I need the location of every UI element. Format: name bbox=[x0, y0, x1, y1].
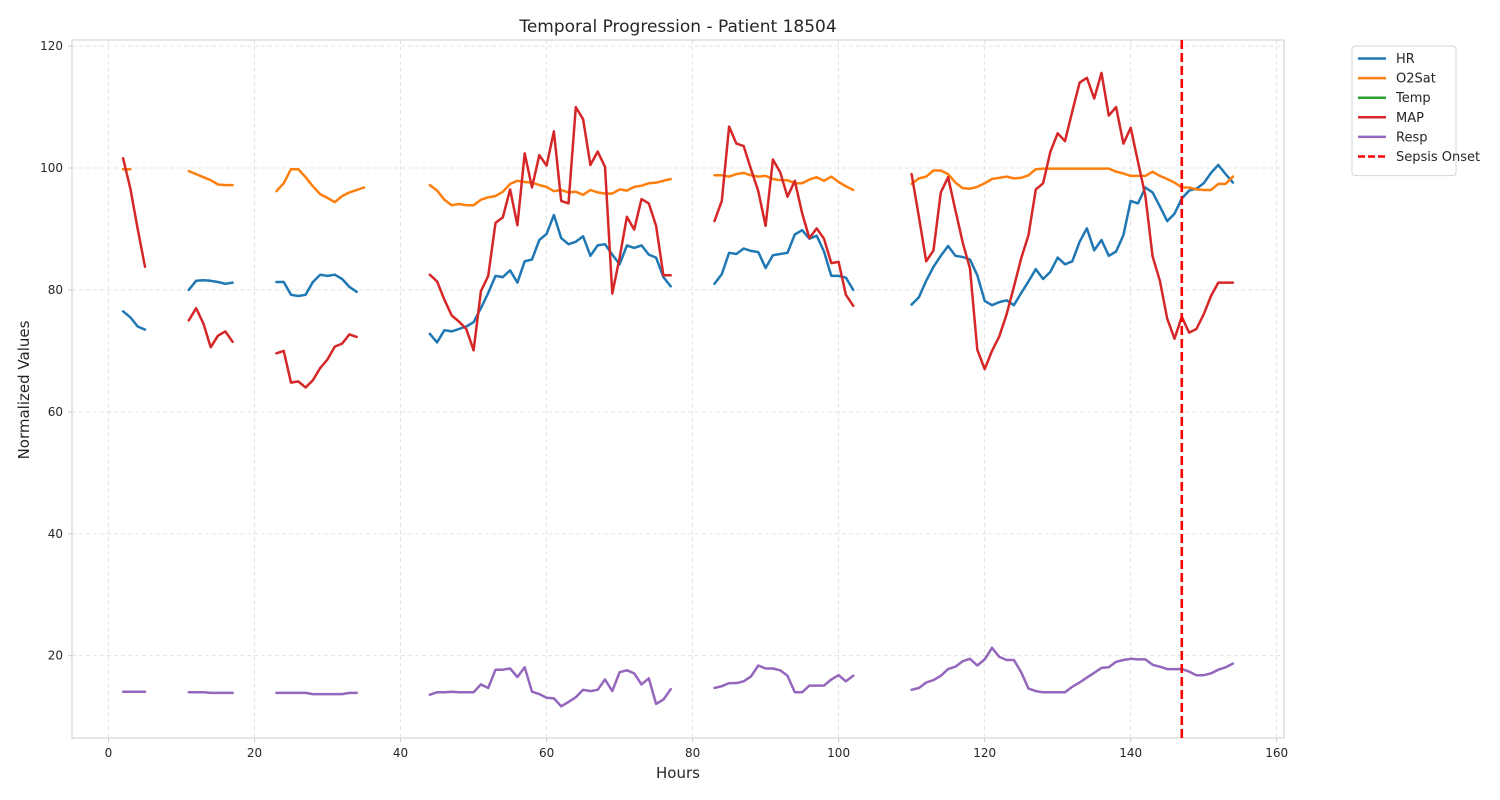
x-axis-title: Hours bbox=[656, 764, 700, 782]
series-line-map bbox=[428, 105, 672, 352]
series-line-resp bbox=[428, 666, 672, 708]
series-line-resp bbox=[713, 664, 855, 694]
x-tick-label: 0 bbox=[105, 746, 113, 760]
y-tick-label: 40 bbox=[48, 527, 63, 541]
legend-label-resp: Resp bbox=[1396, 130, 1427, 145]
series-line-map bbox=[187, 306, 234, 349]
series-line-hr bbox=[428, 213, 672, 344]
series-line-resp bbox=[910, 646, 1235, 694]
x-tick-label: 100 bbox=[827, 746, 850, 760]
x-tick-label: 120 bbox=[973, 746, 996, 760]
series-line-resp bbox=[275, 691, 358, 696]
y-tick-label: 20 bbox=[48, 649, 63, 663]
series-line-o2sat bbox=[275, 167, 366, 204]
legend: HR O2Sat Temp MAP Resp Sepsis Onset bbox=[1351, 45, 1480, 177]
x-tick-label: 20 bbox=[247, 746, 262, 760]
legend-label-o2sat: O2Sat bbox=[1396, 72, 1436, 87]
y-tick-label: 80 bbox=[48, 283, 63, 297]
series-line-o2sat bbox=[428, 177, 672, 207]
chart-title: Temporal Progression - Patient 18504 bbox=[518, 17, 836, 37]
series-line-resp bbox=[187, 691, 234, 695]
series-line-map bbox=[910, 71, 1235, 371]
series-line-map bbox=[121, 157, 147, 269]
y-tick-label: 100 bbox=[40, 161, 63, 175]
legend-label-map: MAP bbox=[1396, 111, 1424, 126]
series-line-map bbox=[275, 333, 358, 389]
x-tick-label: 160 bbox=[1265, 746, 1288, 760]
x-tick-label: 60 bbox=[539, 746, 554, 760]
plot-frame bbox=[71, 39, 1285, 739]
series-line-hr bbox=[275, 273, 358, 298]
series-line-o2sat bbox=[187, 169, 234, 187]
y-axis-title: Normalized Values bbox=[15, 320, 33, 459]
series-lines bbox=[121, 71, 1235, 708]
x-tick-label: 140 bbox=[1119, 746, 1142, 760]
series-line-o2sat bbox=[910, 167, 1235, 192]
legend-label-hr: HR bbox=[1396, 52, 1415, 67]
x-tick-label: 40 bbox=[393, 746, 408, 760]
legend-label-sepsis-onset: Sepsis Onset bbox=[1396, 150, 1480, 165]
series-line-hr bbox=[121, 310, 147, 331]
series-line-hr bbox=[187, 278, 234, 292]
legend-label-temp: Temp bbox=[1395, 91, 1431, 106]
plot-area bbox=[72, 40, 1284, 738]
series-line-map bbox=[713, 125, 855, 308]
series-line-hr bbox=[910, 163, 1235, 307]
x-tick-label: 80 bbox=[685, 746, 700, 760]
y-tick-label: 120 bbox=[40, 39, 63, 53]
y-tick-label: 60 bbox=[48, 405, 63, 419]
series-line-hr bbox=[713, 228, 855, 292]
